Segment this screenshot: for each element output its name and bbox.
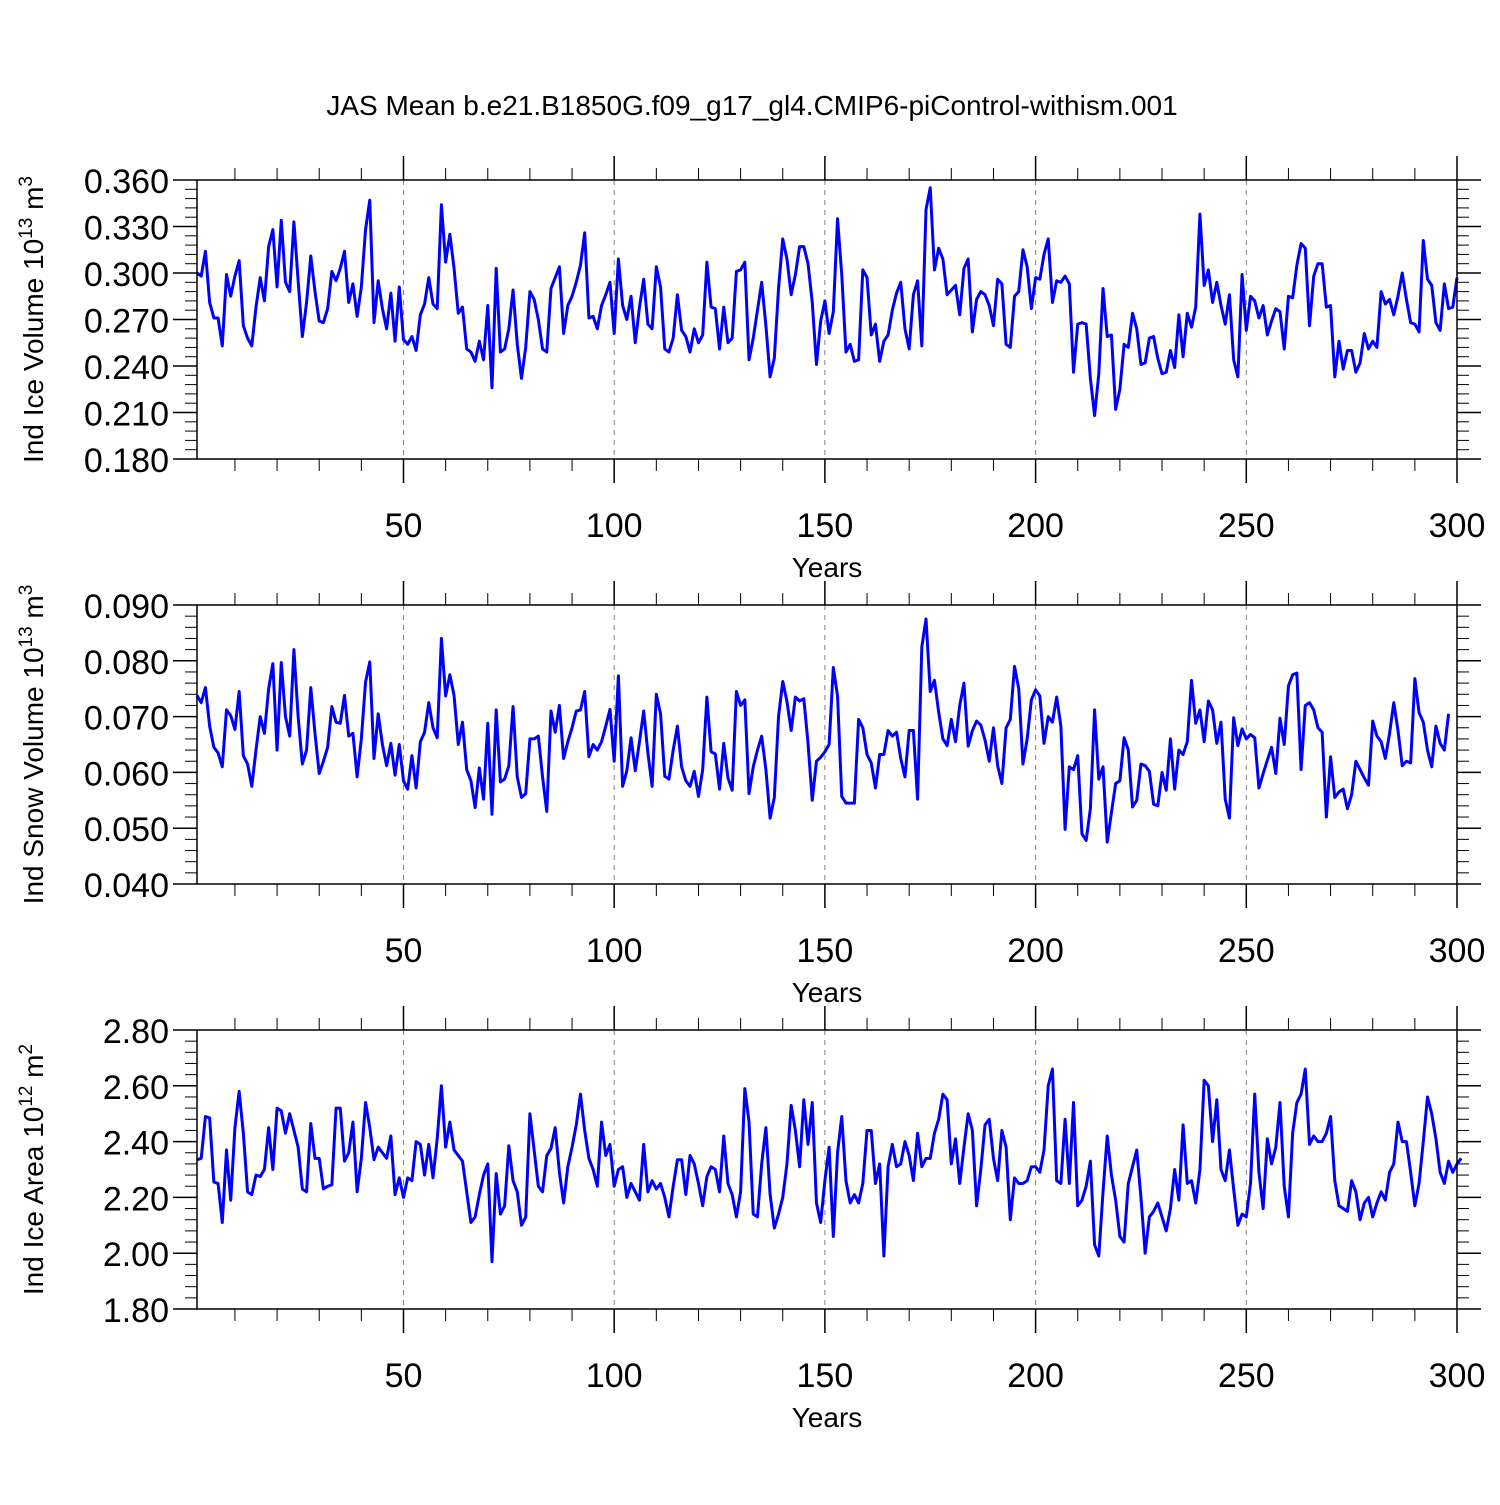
x-tick-label: 250 bbox=[1218, 932, 1275, 970]
y-tick-label: 0.330 bbox=[84, 210, 169, 248]
series-line bbox=[195, 617, 1451, 844]
y-axis-label-superscript: 13 bbox=[16, 218, 37, 239]
y-axis-label-text: m bbox=[18, 595, 49, 626]
x-tick-label: 200 bbox=[1007, 507, 1064, 545]
panels: 0.180 0.210 0.240 0.270 0.300 0.330 0.360 50 100… bbox=[16, 156, 1485, 1433]
x-axis-label: Years bbox=[792, 1402, 863, 1433]
x-tick-label: 150 bbox=[797, 932, 854, 970]
y-axis-label-superscript: 12 bbox=[16, 1086, 37, 1107]
y-tick-label: 2.80 bbox=[103, 1013, 169, 1051]
y-tick-label: 2.60 bbox=[103, 1069, 169, 1107]
y-axis-label-superscript: 3 bbox=[16, 585, 37, 596]
y-tick-label: 2.40 bbox=[103, 1125, 169, 1163]
series-line bbox=[196, 186, 1459, 418]
y-axis-label: Ind Ice Volume 1013 m3 bbox=[16, 176, 49, 463]
y-tick-label: 0.040 bbox=[84, 867, 169, 905]
figure-title: JAS Mean b.e21.B1850G.f09_g17_gl4.CMIP6-… bbox=[326, 90, 1177, 121]
y-tick-label: 0.210 bbox=[84, 396, 169, 434]
x-axis-label: Years bbox=[792, 552, 863, 583]
x-tick-label: 250 bbox=[1218, 1357, 1275, 1395]
y-axis-label: Ind Ice Area 1012 m2 bbox=[16, 1044, 49, 1295]
series-line bbox=[196, 1067, 1463, 1264]
x-tick-label: 100 bbox=[586, 507, 643, 545]
y-tick-label: 0.050 bbox=[84, 811, 169, 849]
x-tick-label: 100 bbox=[586, 1357, 643, 1395]
x-tick-label: 100 bbox=[586, 932, 643, 970]
x-tick-label: 300 bbox=[1429, 932, 1486, 970]
x-tick-label: 50 bbox=[385, 1357, 423, 1395]
y-axis-label-text: m bbox=[18, 187, 49, 218]
y-tick-label: 2.20 bbox=[103, 1180, 169, 1218]
y-tick-label: 0.060 bbox=[84, 755, 169, 793]
x-tick-label: 300 bbox=[1429, 507, 1486, 545]
y-tick-label: 0.360 bbox=[84, 163, 169, 201]
y-tick-label: 0.180 bbox=[84, 442, 169, 480]
chart-panel-1: 0.180 0.210 0.240 0.270 0.300 0.330 0.360 50 100… bbox=[16, 156, 1485, 583]
y-tick-label: 0.090 bbox=[84, 588, 169, 626]
chart-panel-3: 1.80 2.00 2.20 2.40 2.60 2.80 50 100 150 200 250 30… bbox=[16, 1006, 1485, 1433]
y-axis-label-text: Ind Ice Area 10 bbox=[18, 1107, 49, 1295]
x-tick-label: 300 bbox=[1429, 1357, 1486, 1395]
y-tick-label: 1.80 bbox=[103, 1292, 169, 1330]
y-tick-label: 0.300 bbox=[84, 256, 169, 294]
y-tick-label: 0.080 bbox=[84, 644, 169, 682]
y-axis-label: Ind Snow Volume 1013 m3 bbox=[16, 585, 49, 905]
x-tick-label: 50 bbox=[385, 507, 423, 545]
x-tick-label: 250 bbox=[1218, 507, 1275, 545]
x-tick-label: 200 bbox=[1007, 1357, 1064, 1395]
y-axis-label-superscript: 2 bbox=[16, 1044, 37, 1055]
y-tick-label: 0.270 bbox=[84, 303, 169, 341]
x-tick-label: 150 bbox=[797, 1357, 854, 1395]
x-axis-label: Years bbox=[792, 977, 863, 1008]
y-tick-label: 2.00 bbox=[103, 1236, 169, 1274]
y-axis-label-text: Ind Snow Volume 10 bbox=[18, 647, 49, 904]
y-tick-label: 0.240 bbox=[84, 349, 169, 387]
plot-frame bbox=[196, 604, 1458, 885]
y-axis-label-superscript: 13 bbox=[16, 626, 37, 647]
y-axis-label-text: Ind Ice Volume 10 bbox=[18, 239, 49, 463]
y-axis-label-text: m bbox=[18, 1054, 49, 1085]
plot-frame bbox=[196, 1029, 1458, 1310]
x-tick-label: 150 bbox=[797, 507, 854, 545]
x-tick-label: 200 bbox=[1007, 932, 1064, 970]
x-tick-label: 50 bbox=[385, 932, 423, 970]
y-tick-label: 0.070 bbox=[84, 700, 169, 738]
chart-panel-2: 0.040 0.050 0.060 0.070 0.080 0.090 50 100 150 20… bbox=[16, 581, 1485, 1008]
y-axis-label-superscript: 3 bbox=[16, 176, 37, 187]
